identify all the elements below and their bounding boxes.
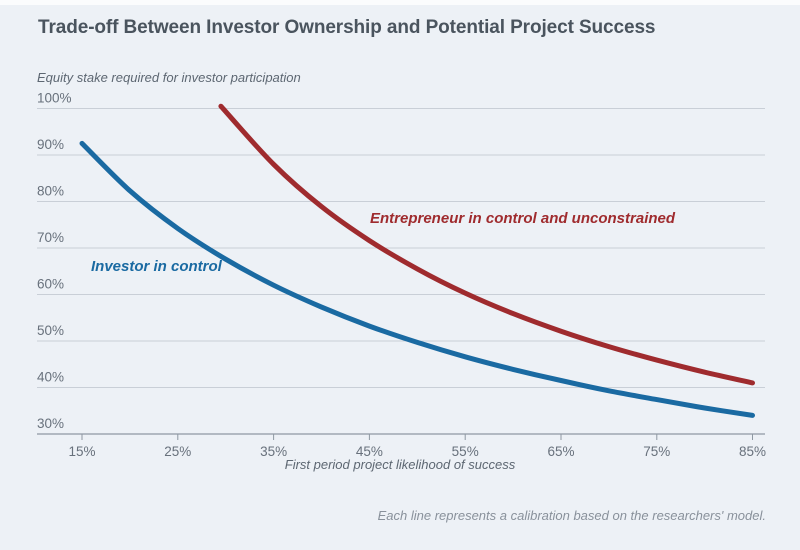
y-tick-label-70: 70% [37, 230, 64, 245]
footnote: Each line represents a calibration based… [377, 508, 766, 523]
x-tick-label-45: 45% [356, 444, 383, 459]
y-tick-label-30: 30% [37, 416, 64, 431]
x-tick-label-15: 15% [68, 444, 95, 459]
x-axis-title: First period project likelihood of succe… [284, 457, 516, 472]
x-tick-label-75: 75% [643, 444, 670, 459]
x-tick-label-35: 35% [260, 444, 287, 459]
y-tick-label-50: 50% [37, 323, 64, 338]
x-tick-label-85: 85% [739, 444, 766, 459]
y-axis-title: Equity stake required for investor parti… [37, 70, 301, 85]
x-tick-label-25: 25% [164, 444, 191, 459]
chart-title: Trade-off Between Investor Ownership and… [38, 17, 656, 38]
y-tick-label-90: 90% [37, 137, 64, 152]
y-tick-label-60: 60% [37, 277, 64, 292]
entrepreneur-in-control-curve [218, 103, 755, 386]
y-tick-label-40: 40% [37, 370, 64, 385]
series-label-investor-in-control: Investor in control [91, 258, 222, 275]
investor-in-control-curve [79, 140, 755, 418]
y-tick-label-100: 100% [37, 91, 72, 106]
x-tick-label-65: 65% [547, 444, 574, 459]
series-label-entrepreneur-in-control: Entrepreneur in control and unconstraine… [370, 210, 676, 227]
y-tick-label-80: 80% [37, 184, 64, 199]
x-tick-label-55: 55% [452, 444, 479, 459]
top-strip [0, 0, 800, 5]
